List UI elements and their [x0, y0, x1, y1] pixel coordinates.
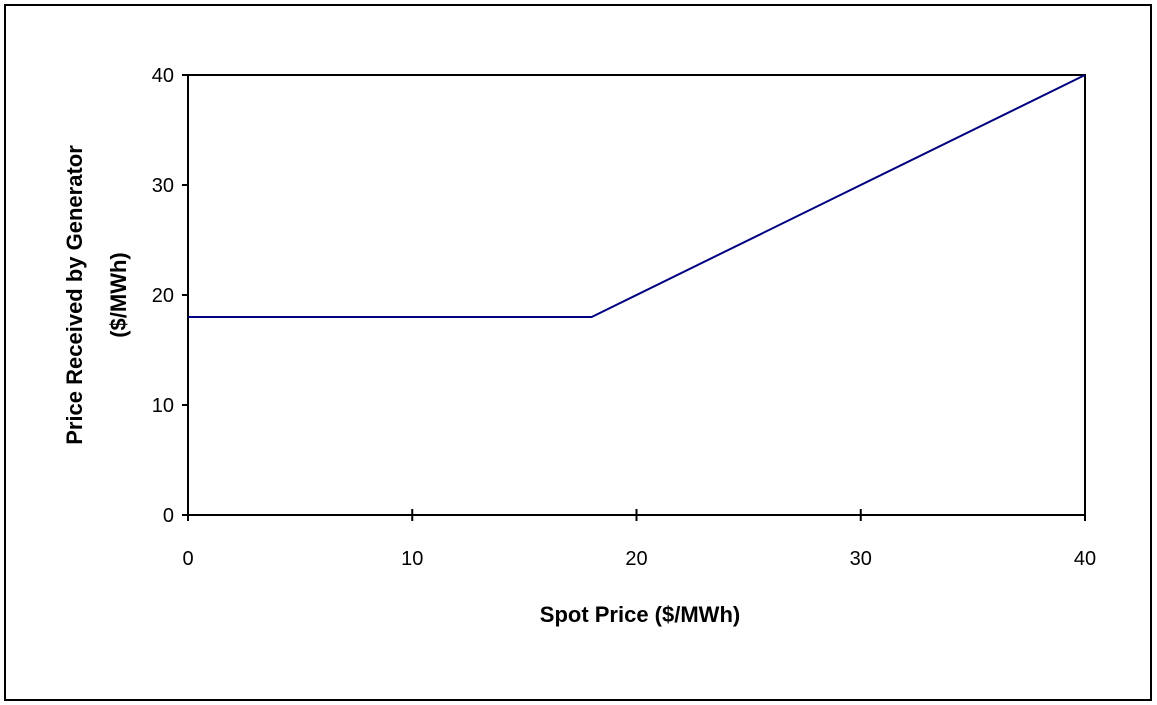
x-tick-label-10: 10 — [401, 548, 423, 570]
y-tick-label-30: 30 — [152, 175, 174, 197]
x-axis-title: Spot Price ($/MWh) — [540, 602, 740, 627]
y-tick-label-40: 40 — [152, 65, 174, 87]
chart-frame — [4, 4, 1152, 701]
y-tick-label-20: 20 — [152, 285, 174, 307]
y-tick-label-0: 0 — [163, 505, 174, 527]
x-tick-label-0: 0 — [182, 548, 193, 570]
x-tick-label-40: 40 — [1074, 548, 1096, 570]
y-axis-title-line1: Price Received by Generator — [62, 145, 87, 445]
y-axis-title-line2: ($/MWh) — [106, 252, 131, 338]
x-tick-label-30: 30 — [850, 548, 872, 570]
x-tick-label-20: 20 — [625, 548, 647, 570]
y-tick-label-10: 10 — [152, 395, 174, 417]
series-line — [188, 74, 1086, 318]
